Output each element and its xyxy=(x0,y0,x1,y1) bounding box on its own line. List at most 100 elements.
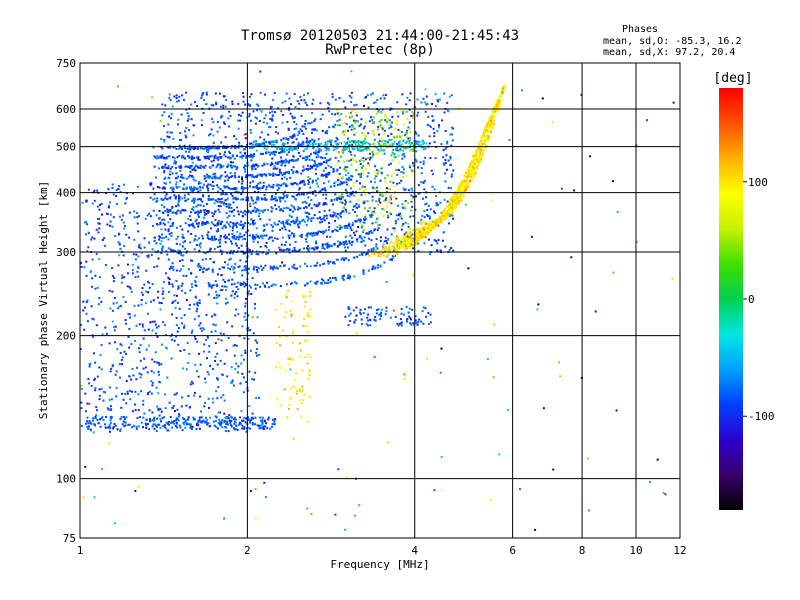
echo-point xyxy=(267,184,270,187)
echo-point xyxy=(93,352,95,355)
echo-point xyxy=(243,315,246,318)
echo-point xyxy=(417,134,420,137)
echo-point xyxy=(355,314,358,317)
echo-point xyxy=(228,238,231,240)
echo-point xyxy=(311,131,313,134)
echo-point xyxy=(318,148,321,150)
echo-point xyxy=(403,188,406,191)
echo-point xyxy=(314,151,317,154)
echo-point xyxy=(151,411,154,414)
echo-point xyxy=(92,431,95,434)
echo-point xyxy=(382,254,385,257)
echo-point xyxy=(179,426,182,429)
echo-point xyxy=(95,252,98,255)
echo-point xyxy=(414,231,417,234)
echo-point xyxy=(233,157,236,160)
echo-point xyxy=(243,417,246,419)
echo-point xyxy=(171,285,174,288)
echo-point xyxy=(324,281,326,284)
echo-point xyxy=(224,105,227,108)
echo-point xyxy=(190,331,193,334)
echo-point xyxy=(386,228,389,231)
echo-point xyxy=(341,201,344,204)
echo-point xyxy=(302,143,304,146)
echo-point xyxy=(126,392,129,395)
echo-point xyxy=(163,281,165,284)
echo-point xyxy=(104,264,107,266)
echo-point xyxy=(144,302,147,305)
echo-point xyxy=(397,242,400,245)
echo-point xyxy=(254,283,257,286)
echo-point xyxy=(495,101,498,104)
echo-point xyxy=(394,220,397,222)
echo-point xyxy=(185,251,188,254)
echo-point xyxy=(302,140,305,143)
echo-point xyxy=(240,362,243,365)
echo-point xyxy=(128,236,131,239)
echo-point xyxy=(408,121,411,124)
echo-point xyxy=(189,424,192,427)
echo-point xyxy=(280,159,283,162)
echo-point xyxy=(233,344,236,346)
echo-point xyxy=(206,184,209,187)
echo-point xyxy=(380,149,383,151)
echo-point xyxy=(202,165,205,168)
echo-point xyxy=(199,209,202,212)
echo-point xyxy=(279,248,281,251)
echo-point xyxy=(326,246,329,249)
echo-point xyxy=(194,391,196,394)
echo-point xyxy=(252,163,255,166)
echo-point xyxy=(250,293,253,295)
echo-point xyxy=(394,315,397,318)
echo-point xyxy=(347,145,350,148)
echo-point xyxy=(453,194,456,197)
echo-point xyxy=(378,224,381,226)
echo-point xyxy=(482,135,484,138)
echo-point xyxy=(218,418,221,421)
echo-point xyxy=(327,180,330,183)
echo-point xyxy=(256,316,259,319)
echo-point xyxy=(428,226,431,229)
echo-point xyxy=(157,409,160,412)
echo-point xyxy=(319,118,322,121)
echo-point xyxy=(335,279,338,282)
echo-point xyxy=(215,230,218,233)
echo-point xyxy=(338,124,341,127)
echo-point xyxy=(237,313,240,316)
echo-point xyxy=(294,267,297,270)
echo-point xyxy=(254,416,257,419)
echo-point xyxy=(390,258,393,261)
echo-point xyxy=(144,366,147,369)
echo-point xyxy=(192,222,194,225)
echo-point xyxy=(155,386,158,389)
echo-point xyxy=(408,99,411,102)
echo-point xyxy=(241,187,244,190)
echo-point xyxy=(194,281,197,283)
echo-point xyxy=(255,187,258,190)
echo-point xyxy=(187,193,190,196)
echo-point xyxy=(197,210,200,213)
echo-point xyxy=(185,91,188,94)
echo-point xyxy=(183,423,186,426)
echo-point xyxy=(474,161,477,164)
echo-point xyxy=(387,135,390,137)
echo-point xyxy=(426,229,429,232)
echo-point xyxy=(290,103,293,106)
echo-point xyxy=(120,344,123,347)
echo-point xyxy=(484,131,487,134)
echo-point xyxy=(215,426,218,429)
echo-point xyxy=(159,221,162,224)
echo-point xyxy=(311,167,314,170)
echo-point xyxy=(188,224,191,226)
echo-point xyxy=(298,132,301,135)
echo-point xyxy=(135,253,138,256)
echo-point xyxy=(199,395,201,398)
echo-point xyxy=(308,158,311,161)
echo-point xyxy=(86,402,89,405)
echo-point xyxy=(104,426,107,429)
echo-point xyxy=(163,170,166,173)
echo-point xyxy=(209,133,212,136)
echo-point xyxy=(139,416,141,418)
echo-point xyxy=(265,140,267,143)
echo-point xyxy=(236,428,239,431)
